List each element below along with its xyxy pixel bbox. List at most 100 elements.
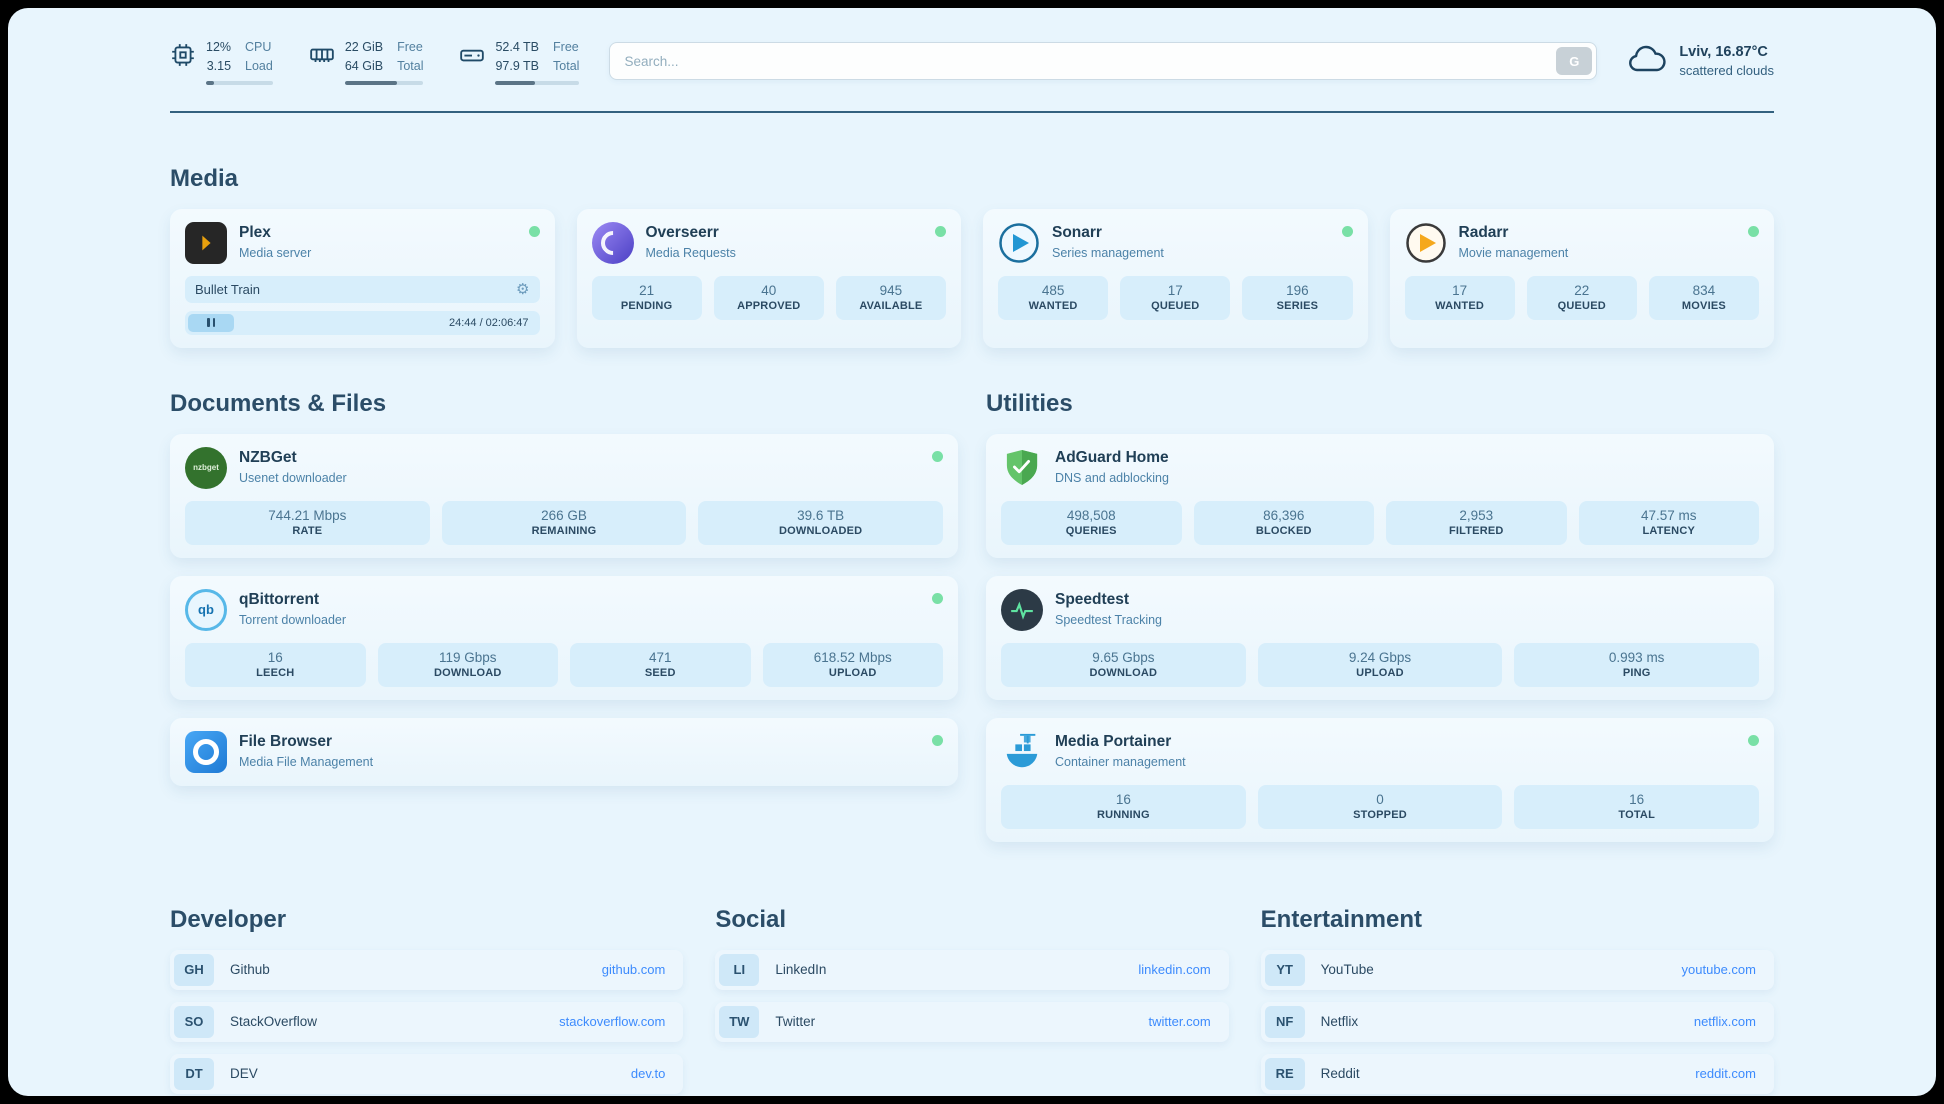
app-subtitle: Media Requests	[645, 246, 736, 261]
status-dot	[935, 225, 946, 237]
stat-wanted: 485 WANTED	[998, 275, 1109, 320]
bookmark-url: dev.to	[630, 1066, 666, 1081]
app-card-adguard[interactable]: AdGuard Home DNS and adblocking 498,508 …	[986, 433, 1774, 558]
disk-total-value: 97.9 TB	[495, 58, 540, 73]
bookmark-twitter[interactable]: TW Twitter twitter.com	[715, 1001, 1229, 1042]
app-card-overseerr[interactable]: Overseerr Media Requests 21 PENDING 40 A…	[576, 208, 961, 348]
app-card-sonarr[interactable]: Sonarr Series management 485 WANTED 17 Q…	[983, 208, 1368, 348]
entertainment-heading: Entertainment	[1260, 905, 1423, 933]
bookmark-url: github.com	[601, 962, 666, 977]
system-widgets: 12% 3.15 CPU Load	[170, 38, 580, 85]
pause-button[interactable]	[188, 313, 234, 332]
app-subtitle: DNS and adblocking	[1055, 471, 1169, 486]
bookmark-url: twitter.com	[1148, 1014, 1211, 1029]
utilities-heading: Utilities	[986, 389, 1073, 417]
app-title: Speedtest	[1055, 591, 1130, 609]
app-title: NZBGet	[239, 449, 297, 467]
app-subtitle: Media server	[239, 246, 312, 261]
app-subtitle: Container management	[1055, 755, 1186, 770]
app-title: Media Portainer	[1055, 733, 1172, 751]
bookmark-name: DEV	[230, 1066, 258, 1081]
ram-icon	[309, 42, 335, 73]
playback-time: 24:44 / 02:06:47	[448, 316, 529, 329]
app-card-radarr[interactable]: Radarr Movie management 17 WANTED 22 QUE…	[1389, 208, 1774, 348]
cpu-widget: 12% 3.15 CPU Load	[170, 38, 273, 85]
bookmark-dev[interactable]: DT DEV dev.to	[170, 1053, 684, 1094]
ram-widget: 22 GiB 64 GiB Free Total	[309, 38, 424, 85]
bookmark-youtube[interactable]: YT YouTube youtube.com	[1260, 949, 1774, 990]
search-input[interactable]	[609, 42, 1598, 81]
playback-progress-bar[interactable]: 24:44 / 02:06:47	[185, 310, 540, 335]
ram-free-value: 22 GiB	[344, 40, 384, 54]
section-developer: Developer GH Github github.com SO StackO…	[170, 906, 684, 1097]
app-title: AdGuard Home	[1055, 449, 1169, 467]
app-title: Plex	[239, 224, 271, 242]
stat-queued: 17 QUEUED	[1120, 275, 1231, 320]
topbar-divider	[170, 110, 1774, 113]
app-card-portainer[interactable]: Media Portainer Container management 16 …	[986, 717, 1774, 842]
gear-icon[interactable]: ⚙	[516, 280, 530, 298]
bookmark-url: youtube.com	[1681, 962, 1756, 977]
app-subtitle: Movie management	[1458, 246, 1569, 261]
search-bar: G	[609, 42, 1598, 81]
status-dot	[1341, 225, 1353, 237]
stat-queued: 22 QUEUED	[1526, 275, 1637, 320]
stat-pending: 21 PENDING	[591, 275, 702, 320]
cpu-load-label: Load	[245, 58, 273, 73]
bookmark-netflix[interactable]: NF Netflix netflix.com	[1260, 1001, 1774, 1042]
search-provider-button[interactable]: G	[1556, 47, 1593, 76]
bookmark-reddit[interactable]: RE Reddit reddit.com	[1260, 1053, 1774, 1094]
stat-download: 9.65 Gbps DOWNLOAD	[1001, 642, 1246, 687]
topbar: 12% 3.15 CPU Load	[170, 38, 1774, 85]
cpu-chip-icon	[170, 42, 196, 73]
cpu-usage-label: CPU	[245, 40, 272, 54]
speedtest-icon	[1001, 588, 1043, 631]
bookmark-abbr: DT	[174, 1057, 214, 1090]
section-utilities: Utilities AdGuard Home D	[986, 390, 1774, 842]
stat-wanted: 17 WANTED	[1404, 275, 1515, 320]
app-title: Sonarr	[1052, 224, 1102, 242]
status-dot	[1748, 734, 1759, 746]
stat-series: 196 SERIES	[1242, 275, 1353, 320]
social-heading: Social	[715, 905, 787, 933]
bookmark-name: Netflix	[1320, 1014, 1359, 1029]
cpu-progress-bar	[206, 80, 273, 85]
status-dot	[1748, 225, 1759, 237]
app-card-filebrowser[interactable]: File Browser Media File Management	[170, 717, 958, 786]
app-title: Radarr	[1458, 224, 1509, 242]
filebrowser-icon	[185, 730, 227, 773]
app-subtitle: Media File Management	[239, 755, 374, 770]
bookmark-url: reddit.com	[1695, 1066, 1756, 1081]
radarr-icon	[1405, 222, 1447, 264]
app-subtitle: Torrent downloader	[239, 613, 347, 628]
track-title: Bullet Train	[195, 281, 261, 297]
stat-approved: 40 APPROVED	[713, 275, 824, 320]
bookmark-abbr: LI	[719, 953, 760, 986]
stat-available: 945 AVAILABLE	[835, 275, 947, 320]
status-dot	[528, 225, 540, 237]
stat-upload: 9.24 Gbps UPLOAD	[1257, 642, 1503, 687]
status-dot	[932, 450, 943, 462]
app-subtitle: Speedtest Tracking	[1055, 613, 1163, 628]
bookmark-name: Twitter	[775, 1014, 816, 1029]
stat-stopped: 0 STOPPED	[1257, 784, 1503, 829]
app-card-nzbget[interactable]: nzbget NZBGet Usenet downloader 744.21 M…	[170, 433, 958, 558]
qbittorrent-icon: qb	[185, 588, 227, 631]
bookmark-name: Reddit	[1320, 1066, 1360, 1081]
bookmark-url: linkedin.com	[1138, 962, 1211, 977]
stat-blocked: 86,396 BLOCKED	[1193, 500, 1374, 545]
bookmark-name: LinkedIn	[775, 962, 827, 977]
app-card-speedtest[interactable]: Speedtest Speedtest Tracking 9.65 Gbps D…	[986, 575, 1774, 700]
app-title: File Browser	[239, 733, 333, 751]
bookmark-abbr: TW	[719, 1005, 760, 1038]
app-card-qbittorrent[interactable]: qb qBittorrent Torrent downloader 16 LEE…	[170, 575, 958, 700]
stat-running: 16 RUNNING	[1001, 784, 1246, 829]
bookmark-github[interactable]: GH Github github.com	[170, 949, 684, 990]
bookmark-linkedin[interactable]: LI LinkedIn linkedin.com	[715, 949, 1229, 990]
section-social: Social LI LinkedIn linkedin.com TW Twitt…	[715, 905, 1229, 1097]
sonarr-icon	[998, 222, 1040, 264]
disk-progress-bar	[495, 80, 580, 85]
bookmark-abbr: RE	[1264, 1057, 1305, 1090]
app-card-plex[interactable]: Plex Media server Bullet Train ⚙ 24:44 /…	[170, 208, 555, 348]
bookmark-stackoverflow[interactable]: SO StackOverflow stackoverflow.com	[170, 1001, 684, 1042]
